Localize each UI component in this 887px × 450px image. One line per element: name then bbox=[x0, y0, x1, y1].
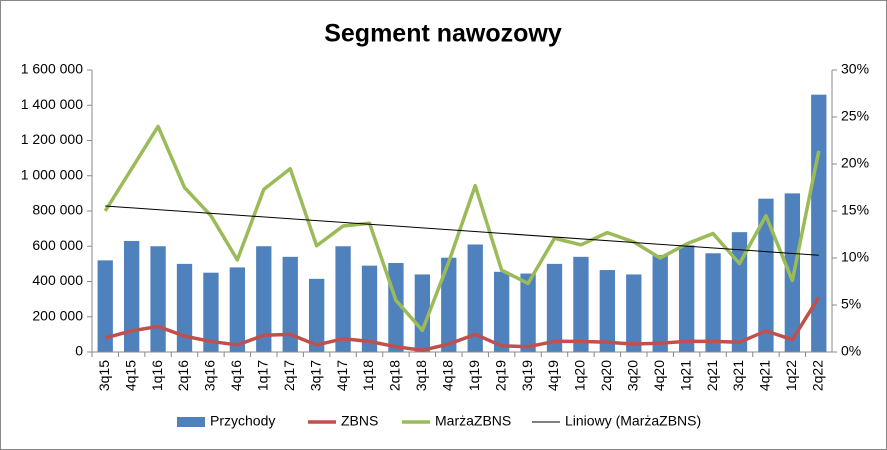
x-tick-label: 3q19 bbox=[519, 360, 535, 391]
legend-swatch bbox=[177, 417, 205, 427]
x-tick-label: 2q16 bbox=[175, 360, 191, 391]
y-tick-label: 600 000 bbox=[32, 237, 83, 253]
x-tick-label: 2q18 bbox=[387, 360, 403, 391]
x-tick-label: 1q19 bbox=[466, 360, 482, 391]
y2-tick-label: 5% bbox=[841, 296, 861, 312]
x-tick-label: 4q17 bbox=[334, 360, 350, 391]
x-tick-label: 2q22 bbox=[809, 360, 825, 391]
bar bbox=[441, 257, 457, 352]
y2-tick-label: 30% bbox=[841, 61, 869, 77]
bar bbox=[811, 94, 827, 353]
trendline bbox=[105, 205, 819, 256]
x-tick-label: 1q21 bbox=[677, 360, 693, 391]
x-tick-label: 4q16 bbox=[228, 360, 244, 391]
y-tick-label: 1 200 000 bbox=[21, 131, 83, 147]
chart-title: Segment nawozowy bbox=[324, 20, 562, 48]
x-tick-label: 4q18 bbox=[439, 360, 455, 391]
y-tick-label: 1 600 000 bbox=[21, 61, 83, 77]
x-tick-label: 4q20 bbox=[651, 360, 667, 391]
x-tick-label: 3q21 bbox=[730, 360, 746, 391]
x-tick-label: 3q16 bbox=[202, 360, 218, 391]
y2-tick-label: 0% bbox=[841, 343, 861, 359]
x-tick-label: 3q15 bbox=[96, 360, 112, 391]
x-tick-label: 1q17 bbox=[254, 360, 270, 391]
legend-label: ZBNS bbox=[341, 413, 378, 429]
bar bbox=[150, 246, 166, 352]
x-tick-label: 3q18 bbox=[413, 360, 429, 391]
y2-tick-label: 15% bbox=[841, 202, 869, 218]
legend-label: Liniowy (MarżaZBNS) bbox=[565, 413, 701, 429]
bar bbox=[520, 273, 536, 352]
bar bbox=[731, 232, 748, 352]
x-tick-label: 4q15 bbox=[122, 360, 138, 391]
x-tick-label: 1q18 bbox=[360, 360, 376, 391]
bar bbox=[282, 256, 298, 352]
x-tick-label: 2q21 bbox=[704, 360, 720, 391]
bar bbox=[705, 253, 721, 352]
bar bbox=[493, 271, 510, 352]
bar bbox=[361, 265, 378, 352]
y2-tick-label: 25% bbox=[841, 108, 869, 124]
y-tick-label: 800 000 bbox=[32, 202, 83, 218]
bar bbox=[467, 244, 483, 352]
x-tick-label: 1q16 bbox=[149, 360, 165, 391]
bar bbox=[599, 270, 616, 352]
bar bbox=[203, 272, 219, 352]
y-tick-label: 400 000 bbox=[32, 272, 83, 288]
x-tick-label: 2q17 bbox=[281, 360, 297, 391]
y-tick-label: 1 400 000 bbox=[21, 96, 83, 112]
bar bbox=[678, 245, 695, 352]
bar bbox=[414, 274, 431, 352]
bar bbox=[229, 267, 246, 352]
y-tick-label: 1 000 000 bbox=[21, 166, 83, 182]
y2-tick-label: 20% bbox=[841, 155, 869, 171]
y-tick-label: 0 bbox=[75, 343, 83, 359]
bar bbox=[176, 263, 193, 352]
bar bbox=[97, 260, 113, 352]
x-tick-label: 1q20 bbox=[572, 360, 588, 391]
legend-label: MarżaZBNS bbox=[435, 413, 511, 429]
bar bbox=[546, 263, 563, 352]
bar bbox=[573, 256, 589, 352]
x-tick-label: 2q20 bbox=[598, 360, 614, 391]
bar bbox=[626, 274, 642, 352]
x-tick-label: 3q17 bbox=[307, 360, 323, 391]
y2-tick-label: 10% bbox=[841, 249, 869, 265]
bar bbox=[308, 278, 325, 352]
bar bbox=[758, 198, 774, 352]
x-tick-label: 1q22 bbox=[783, 360, 799, 391]
x-tick-label: 4q21 bbox=[757, 360, 773, 391]
x-tick-label: 2q19 bbox=[492, 360, 508, 391]
bar bbox=[652, 255, 668, 352]
line-series bbox=[103, 124, 821, 333]
y-tick-label: 200 000 bbox=[32, 307, 83, 323]
bar bbox=[335, 246, 351, 352]
bar bbox=[256, 246, 272, 352]
x-tick-label: 3q20 bbox=[624, 360, 640, 391]
legend-label: Przychody bbox=[210, 413, 275, 429]
bar bbox=[123, 240, 140, 352]
x-tick-label: 4q19 bbox=[545, 360, 561, 391]
line-series bbox=[104, 296, 821, 352]
